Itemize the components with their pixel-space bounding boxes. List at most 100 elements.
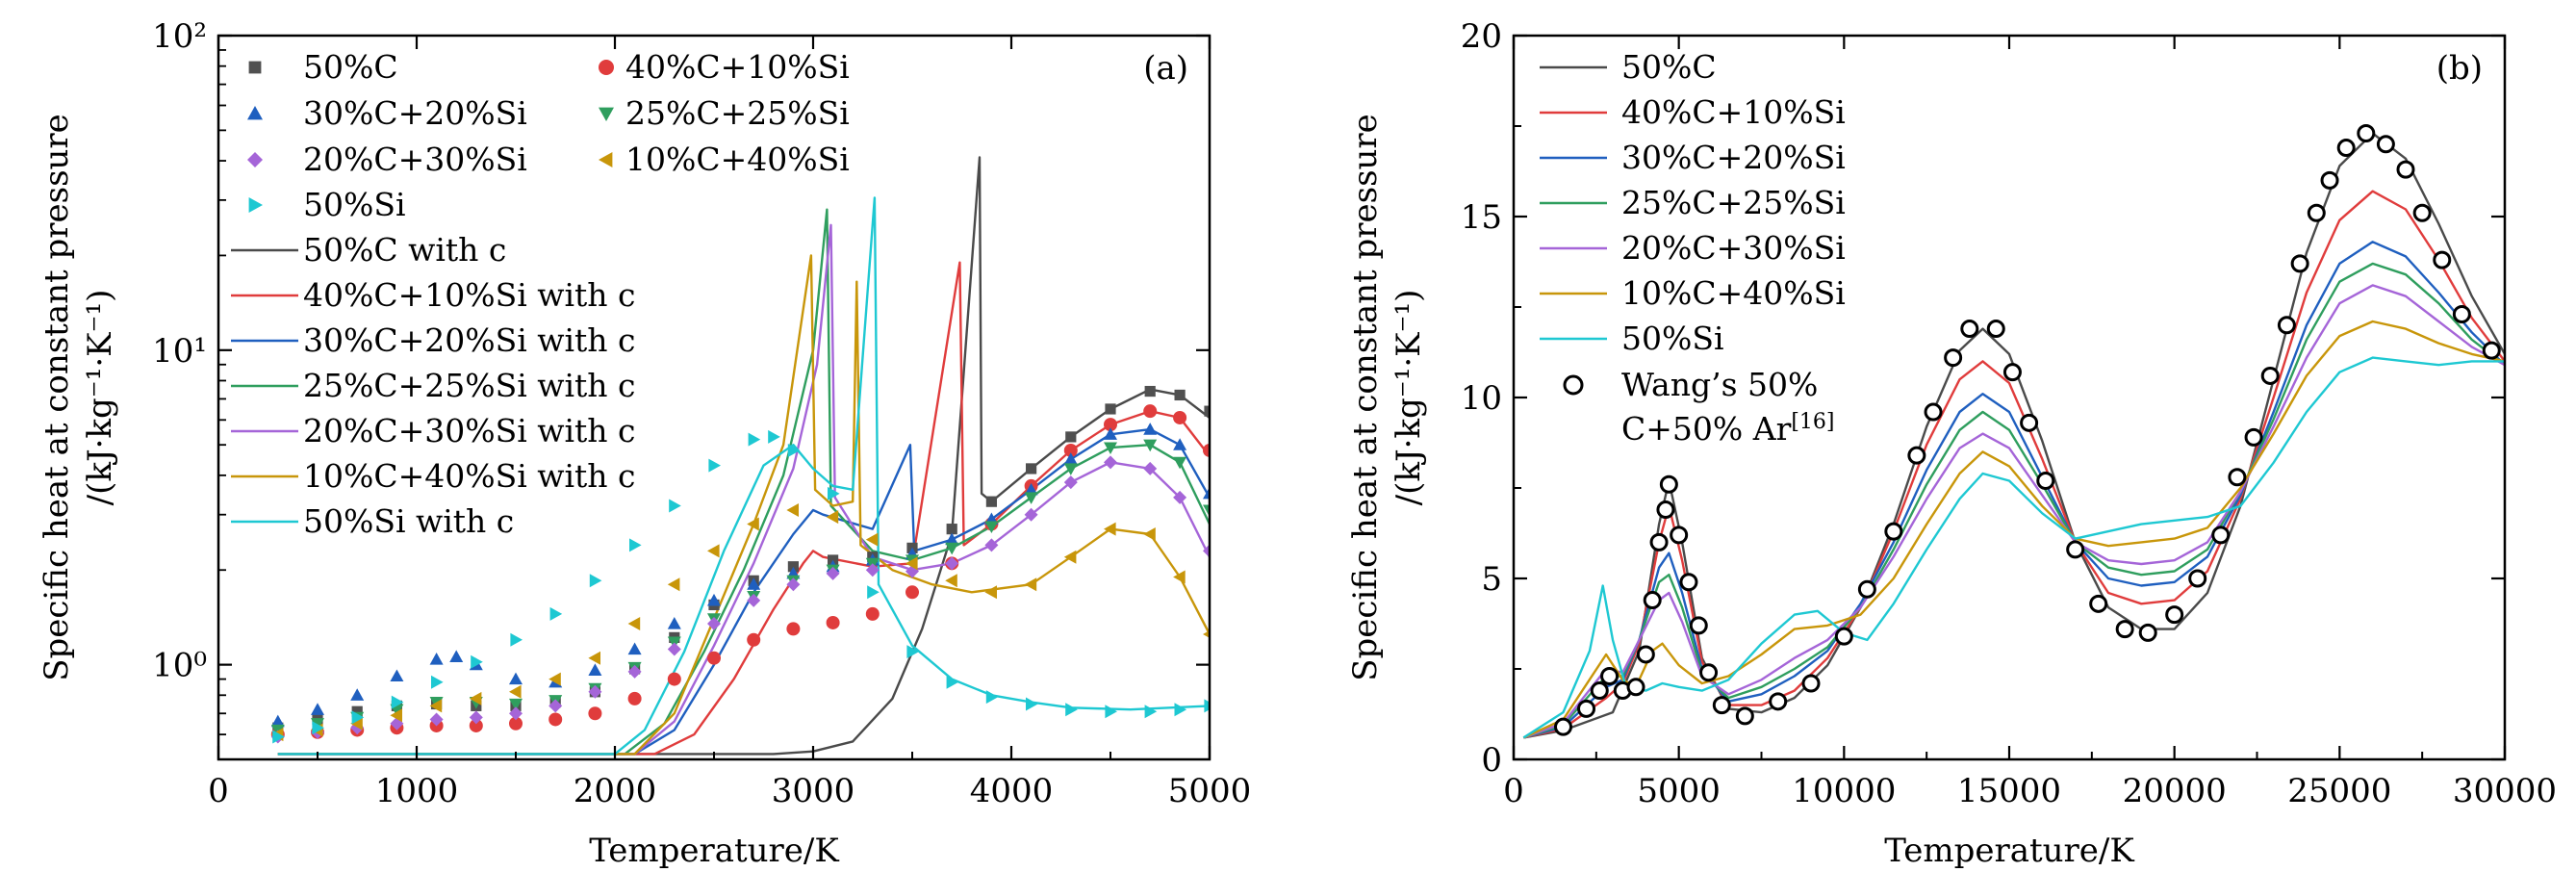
- data-point-wang-s-50-c-50-ar-3: [1600, 667, 1620, 686]
- data-point-40-c-10-si-9: [627, 691, 642, 705]
- data-point-50-si-20: [1026, 697, 1038, 711]
- data-point-20-c-30-si-7: [548, 699, 563, 713]
- data-point-50-si-25: [1204, 699, 1210, 713]
- data-point-wang-s-50-c-50-ar-14: [1699, 663, 1719, 682]
- data-point-30-c-20-si-2: [350, 688, 365, 701]
- data-point-wang-s-50-c-50-ar-33: [2138, 623, 2157, 642]
- data-point-20-c-30-si-23: [1173, 490, 1187, 504]
- data-point-20-c-30-si-24: [1203, 544, 1210, 558]
- series-line-50-c-with-c: [277, 156, 1210, 756]
- data-point-wang-s-50-c-50-ar-1: [1577, 699, 1596, 718]
- series-line-20-c-30-si: [1522, 284, 2505, 739]
- data-point-wang-s-50-c-50-ar-32: [2115, 620, 2134, 639]
- data-point-wang-s-50-c-50-ar-25: [1960, 320, 1979, 339]
- chart-panel-b: 0 5000 10000 15000 20000 25000 30000 0 5 10 15 20 (…: [1346, 17, 2557, 870]
- data-point-10-c-40-si-6: [509, 684, 522, 699]
- legend-label-wang-s-50-c-50-ar-line2: C+50% Ar[16]: [1621, 410, 1835, 448]
- data-point-wang-s-50-c-50-ar-37: [2228, 468, 2247, 487]
- data-point-10-c-40-si-19: [1024, 577, 1037, 592]
- data-point-20-c-30-si-22: [1143, 461, 1158, 475]
- panel-label-b: (b): [2436, 49, 2483, 88]
- legend-label-50-si-with-c: 50%Si with c: [303, 502, 514, 540]
- x-tick-label: 3000: [772, 772, 855, 810]
- data-point-50-si-11: [708, 458, 721, 473]
- data-point-30-c-20-si-22: [1104, 427, 1117, 440]
- data-point-40-c-10-si-8: [588, 706, 602, 721]
- data-point-wang-s-50-c-50-ar-39: [2260, 366, 2280, 385]
- data-point-wang-s-50-c-50-ar-50: [2452, 305, 2471, 324]
- data-point-50-si-21: [1065, 703, 1078, 717]
- data-point-wang-s-50-c-50-ar-28: [2020, 413, 2039, 432]
- data-point-50-c-20: [1065, 431, 1077, 443]
- data-point-30-c-20-si-12: [707, 593, 721, 606]
- panel-label-a: (a): [1143, 49, 1188, 88]
- legend-label-40-c-10-si: 40%C+10%Si: [1621, 93, 1846, 131]
- data-point-50-si-8: [589, 574, 602, 588]
- series-line-10-c-40-si-with-c: [277, 254, 1210, 756]
- data-point-25-c-25-si-21: [1104, 442, 1117, 455]
- data-point-50-si-13: [768, 429, 780, 444]
- data-point-wang-s-50-c-50-ar-23: [1924, 402, 1943, 422]
- data-point-10-c-40-si-9: [627, 617, 641, 631]
- data-point-50-si-18: [946, 675, 959, 689]
- data-point-wang-s-50-c-50-ar-26: [1986, 320, 2005, 339]
- legend-marker-wang-s-50-c-50-ar: [1563, 374, 1584, 396]
- data-point-50-si-23: [1144, 705, 1158, 719]
- legend-label-50-c-with-c: 50%C with c: [303, 231, 506, 269]
- data-point-30-c-20-si-23: [1143, 423, 1158, 435]
- data-point-40-c-10-si-15: [865, 606, 880, 621]
- legend-label-20-c-30-si: 20%C+30%Si: [303, 141, 527, 178]
- data-point-wang-s-50-c-50-ar-30: [2066, 540, 2085, 559]
- data-point-50-si-3: [391, 695, 404, 709]
- legend-label-10-c-40-si: 10%C+40%Si: [625, 141, 850, 178]
- plot-area-b: [1522, 124, 2505, 739]
- data-point-20-c-30-si-4: [429, 712, 444, 727]
- data-point-wang-s-50-c-50-ar-43: [2320, 170, 2339, 190]
- legend-b: 50%C 40%C+10%Si 30%C+20%Si 25%C+25%Si 20%C+3…: [1540, 48, 1846, 448]
- data-point-wang-s-50-c-50-ar-20: [1857, 579, 1876, 599]
- data-point-wang-s-50-c-50-ar-51: [2482, 341, 2501, 360]
- data-point-wang-s-50-c-50-ar-29: [2036, 471, 2055, 490]
- legend-label-wang-s-50-c-50-ar-line2-base: C+50% Ar: [1621, 410, 1792, 448]
- legend-marker-30-c-20-si: [247, 106, 263, 120]
- data-point-20-c-30-si-8: [588, 684, 602, 699]
- y-tick-label: 20: [1461, 17, 1502, 56]
- data-point-wang-s-50-c-50-ar-2: [1590, 681, 1609, 701]
- data-point-wang-s-50-c-50-ar-9: [1656, 500, 1675, 520]
- y-tick-label: 0: [1481, 741, 1502, 780]
- data-point-30-c-20-si-5: [449, 650, 464, 662]
- data-point-wang-s-50-c-50-ar-7: [1643, 591, 1662, 610]
- data-point-50-si-9: [629, 538, 642, 552]
- data-point-50-si-2: [351, 710, 365, 725]
- data-point-wang-s-50-c-50-ar-36: [2211, 526, 2231, 545]
- data-point-50-si-7: [549, 606, 563, 621]
- data-point-20-c-30-si-15: [865, 563, 880, 577]
- data-point-40-c-10-si-10: [667, 672, 681, 686]
- data-point-40-c-10-si-22: [1143, 404, 1158, 419]
- data-point-20-c-30-si-21: [1104, 455, 1117, 470]
- data-point-30-c-20-si-4: [429, 653, 444, 665]
- data-point-30-c-20-si-21: [1063, 452, 1078, 465]
- data-point-20-c-30-si-10: [667, 642, 681, 656]
- y-tick-label: 10²: [152, 17, 207, 56]
- data-point-30-c-20-si-0: [270, 714, 285, 728]
- data-point-10-c-40-si-8: [588, 651, 600, 665]
- series-line-40-c-10-si: [1523, 190, 2505, 739]
- data-point-wang-s-50-c-50-ar-15: [1712, 696, 1731, 715]
- data-point-wang-s-50-c-50-ar-31: [2089, 594, 2108, 613]
- data-point-25-c-25-si-18: [984, 521, 999, 534]
- legend-label-25-c-25-si-with-c: 25%C+25%Si with c: [303, 367, 636, 404]
- data-point-wang-s-50-c-50-ar-10: [1659, 474, 1678, 494]
- data-point-30-c-20-si-10: [627, 642, 642, 655]
- data-point-wang-s-50-c-50-ar-46: [2376, 135, 2395, 154]
- data-point-10-c-40-si-3: [390, 708, 402, 723]
- series-line-25-c-25-si: [1522, 262, 2505, 739]
- x-tick-label: 5000: [1637, 772, 1721, 810]
- series-line-50-c: [1523, 132, 2505, 739]
- x-tick-label: 20000: [2123, 772, 2227, 810]
- series-group: [1522, 124, 2505, 739]
- data-point-50-si-10: [669, 499, 681, 513]
- data-point-10-c-40-si-4: [429, 699, 443, 713]
- data-point-10-c-40-si-16: [905, 556, 918, 571]
- data-point-40-c-10-si-11: [707, 651, 721, 665]
